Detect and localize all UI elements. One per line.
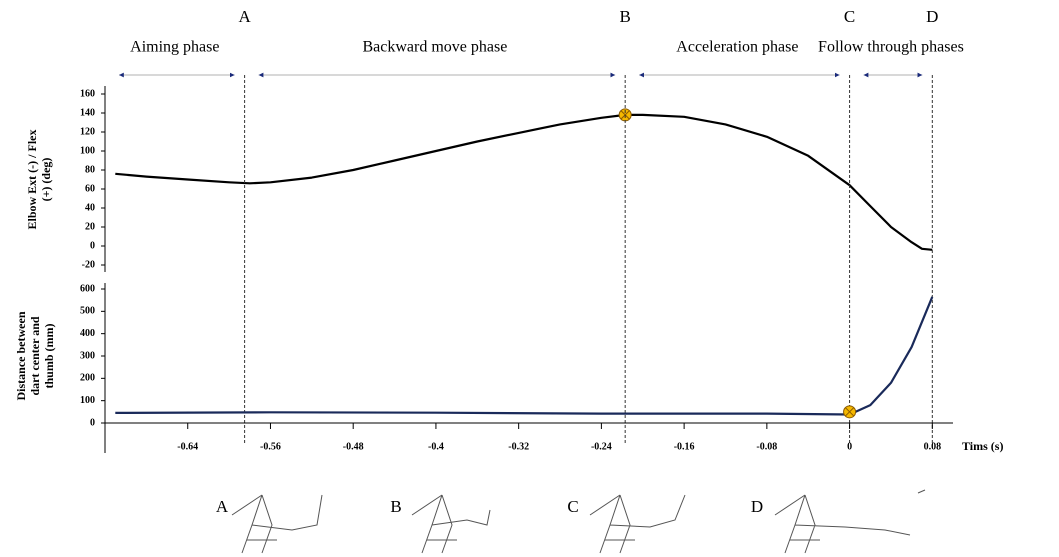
x-tick-label: -0.56 [260,441,281,452]
event-label: D [926,7,938,26]
pose-figure [774,489,926,554]
highlight-marker [843,405,857,419]
y-tick-label: 20 [85,221,95,232]
x-tick-label: -0.08 [756,441,777,452]
pose-label: D [751,497,763,516]
event-label: C [844,7,855,26]
y-axis-label: (+) (deg) [39,158,53,202]
y-tick-label: 100 [80,395,95,406]
x-tick-label: 0 [847,441,852,452]
marker-cross [845,407,854,417]
pose-label: C [567,497,578,516]
y-tick-label: 600 [80,283,95,294]
event-label: B [620,7,631,26]
phase-label: Backward move phase [362,39,507,56]
y-tick-label: 0 [90,240,95,251]
y-tick-label: 40 [85,202,95,213]
pose-figure [231,494,323,554]
x-tick-label: -0.4 [428,441,444,452]
y-tick-label: -20 [82,259,95,270]
highlight-marker [618,108,632,122]
x-tick-label: -0.32 [508,441,529,452]
x-tick-label: -0.48 [343,441,364,452]
x-tick-label: -0.16 [674,441,695,452]
event-label: A [238,7,251,26]
y-tick-label: 80 [85,164,95,175]
data-line [115,296,934,416]
y-tick-label: 100 [80,145,95,156]
y-tick-label: 300 [80,350,95,361]
phase-label: Acceleration phase [676,39,798,56]
y-tick-label: 400 [80,328,95,339]
x-tick-label: -0.24 [591,441,612,452]
y-tick-label: 120 [80,126,95,137]
pose-label: A [216,497,229,516]
phase-label: Follow through phases [818,39,964,56]
pose-figures [231,489,926,554]
marker-cross [620,110,630,120]
y-axis-label: thumb (mm) [42,323,56,388]
y-tick-label: 500 [80,306,95,317]
pose-label: B [390,497,401,516]
phase-label: Aiming phase [130,39,219,56]
y-tick-label: 60 [85,183,95,194]
y-tick-label: 140 [80,107,95,118]
data-line [115,113,933,251]
y-axis-label: Elbow Ext (-) / Flex [25,130,39,230]
y-axis-label: dart center and [28,316,42,395]
y-tick-label: 0 [90,417,95,428]
x-tick-label: 0.08 [924,441,942,452]
y-tick-label: 160 [80,88,95,99]
x-tick-label: -0.64 [177,441,198,452]
x-axis-label: Tims (s) [962,439,1003,453]
y-axis-label: Distance between [14,311,28,400]
pose-figure [589,494,686,554]
pose-figure [411,494,491,554]
y-tick-label: 200 [80,373,95,384]
